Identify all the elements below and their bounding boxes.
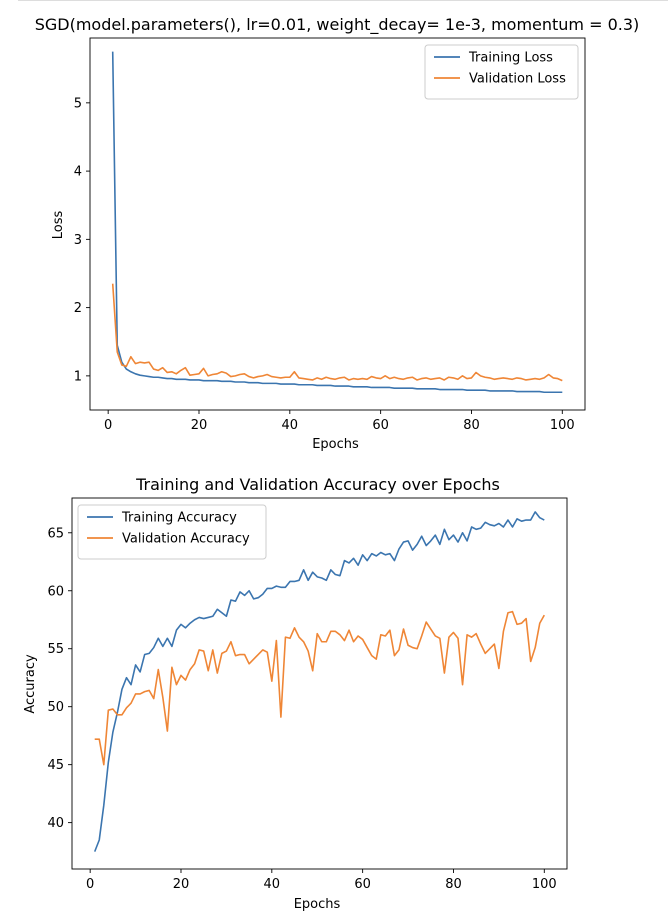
loss-legend-label: Validation Loss — [469, 72, 566, 87]
loss-chart-ylabel: Loss — [51, 211, 66, 240]
accuracy-xtick-label: 100 — [532, 877, 557, 892]
loss-chart-title: SGD(model.parameters(), lr=0.01, weight_… — [35, 15, 640, 35]
accuracy-xtick-label: 20 — [173, 877, 190, 892]
accuracy-ytick-label: 55 — [47, 642, 64, 657]
accuracy-xtick-label: 60 — [354, 877, 371, 892]
loss-chart-xlabel: Epochs — [312, 437, 359, 452]
loss-legend-label: Training Loss — [468, 51, 553, 66]
loss-axes-frame — [89, 37, 586, 411]
accuracy-ytick-label: 60 — [47, 584, 64, 599]
accuracy-ytick-label: 45 — [47, 758, 64, 773]
accuracy-series-line-2 — [94, 610, 545, 766]
accuracy-series-line-1 — [93, 511, 545, 852]
accuracy-ytick-label: 50 — [47, 700, 64, 715]
loss-xtick-label: 20 — [191, 418, 208, 433]
accuracy-chart-ylabel: Accuracy — [23, 654, 38, 714]
accuracy-legend-label: Validation Accuracy — [122, 532, 250, 547]
top-divider — [18, 0, 668, 1]
loss-xtick-label: 100 — [550, 418, 575, 433]
accuracy-xtick-label: 80 — [445, 877, 462, 892]
loss-ytick-label: 5 — [74, 96, 82, 111]
accuracy-chart: Training and Validation Accuracy over Ep… — [23, 475, 568, 912]
loss-legend-box — [424, 44, 579, 100]
accuracy-ytick-label: 65 — [47, 526, 64, 541]
loss-xtick-label: 60 — [372, 418, 389, 433]
accuracy-legend-box — [77, 504, 267, 560]
loss-ytick-label: 4 — [74, 165, 82, 180]
loss-xtick-label: 80 — [463, 418, 480, 433]
accuracy-legend-label: Training Accuracy — [121, 511, 237, 526]
loss-chart: SGD(model.parameters(), lr=0.01, weight_… — [35, 15, 640, 452]
loss-ytick-label: 1 — [74, 369, 82, 384]
accuracy-chart-xlabel: Epochs — [294, 897, 341, 912]
loss-xtick-label: 40 — [282, 418, 299, 433]
loss-series-line-1 — [111, 51, 563, 394]
loss-ytick-label: 2 — [74, 301, 82, 316]
loss-ytick-label: 3 — [74, 233, 82, 248]
loss-series-line-2 — [111, 283, 563, 382]
accuracy-ytick-label: 40 — [47, 816, 64, 831]
loss-xtick-label: 0 — [104, 418, 112, 433]
accuracy-chart-title: Training and Validation Accuracy over Ep… — [135, 475, 500, 494]
accuracy-xtick-label: 0 — [86, 877, 94, 892]
accuracy-xtick-label: 40 — [264, 877, 281, 892]
accuracy-axes-frame — [71, 497, 568, 870]
